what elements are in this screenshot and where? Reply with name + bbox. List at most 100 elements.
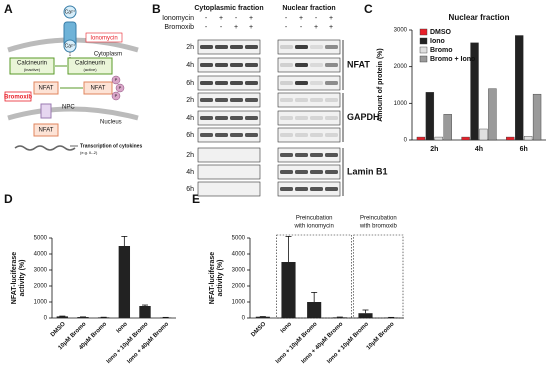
blot-band [280,45,293,49]
panel-label: C [364,2,373,16]
blot-band [215,81,228,85]
time-label: 6h [186,132,194,139]
x-tick-label: 2h [430,146,438,153]
x-tick-label: DMSO [250,321,267,338]
panel-label: A [4,2,13,16]
x-tick-label: Iono [280,321,293,334]
time-label: 2h [186,97,194,104]
blot-band [295,153,308,157]
blot-band [280,187,293,191]
blot-band [245,81,258,85]
blot-band [325,81,338,85]
enzyme-label: Calcineurin [17,61,47,67]
x-tick-label: 10μM Bromo [366,321,396,351]
bar [515,35,524,141]
blot-frame [277,39,341,55]
legend-swatch [419,28,428,36]
panel-label: E [192,192,200,206]
y-tick-label: 5000 [34,236,48,242]
blot-frame [197,110,261,126]
blot-band [295,81,308,85]
drug-label: Bromoxib [4,95,32,101]
blot-band [310,45,323,49]
bar [97,317,110,318]
nuclear-membrane [7,106,139,121]
blot-band [200,116,213,120]
blot-band [295,98,308,102]
protein-label: GAPDH [347,112,380,122]
blot-band [325,45,338,49]
ion-circle [63,5,77,19]
enzyme-state: (inactive) [24,67,41,72]
blot-band [310,63,323,67]
blot-band [295,133,308,137]
nfat-label: NFAT [39,128,54,134]
enzyme-box [9,57,55,75]
blot-band [200,63,213,67]
time-label: 2h [186,44,194,51]
bar [434,136,443,141]
blot-band [310,81,323,85]
bar [358,313,373,318]
treatment-sign: - [285,15,288,22]
treatment-sign: - [285,24,288,31]
annotation: with bromoxib [359,224,398,230]
blot-band [245,45,258,49]
annotation: Preincubation [296,216,333,222]
y-tick-label: 0 [44,316,48,322]
blot-band [310,133,323,137]
y-tick-label: 1000 [232,300,246,306]
blot-band [325,153,338,157]
y-axis-label: NFAT-luciferase [209,252,216,304]
blot-frame [197,39,261,55]
blot-band [215,116,228,120]
treatment-sign: - [205,24,208,31]
bar [532,93,542,141]
panel-label: D [4,192,13,206]
blot-band [230,98,243,102]
phospho-label: P [115,77,118,82]
phospho-circle [111,75,121,85]
nfat-label: NFAT [91,86,106,92]
blot-band [325,170,338,174]
panel-label: B [152,2,161,16]
bar [416,136,426,141]
blot-band [325,133,338,137]
time-label: 4h [186,169,194,176]
blot-frame [277,92,341,108]
phospho-label: P [119,85,122,90]
treatment-sign: + [249,24,253,31]
bar [118,246,131,318]
blot-band [325,116,338,120]
y-axis-label: activity (%) [19,260,26,297]
legend-label: DMSO [430,29,452,36]
treatment-sign: - [315,15,318,22]
blot-band [215,45,228,49]
blot-frame [197,181,261,197]
blot-frame [197,75,261,91]
bar [255,316,270,318]
blot-band [295,63,308,67]
blot-band [310,153,323,157]
bar [461,136,470,141]
protein-label: NFAT [347,59,370,69]
blot-band [280,170,293,174]
blot-band [200,45,213,49]
blot-band [230,81,243,85]
y-tick-label: 3000 [34,268,48,274]
y-axis-label: NFAT-luciferase [11,252,18,304]
x-tick-label: Iono [116,321,129,334]
legend-swatch [419,46,428,54]
y-tick-label: 1000 [34,300,48,306]
blot-band [245,63,258,67]
blot-band [245,133,258,137]
bar [332,317,347,318]
treatment-sign: + [314,24,318,31]
outcome-label: Transcription of cytokines [80,143,142,149]
x-tick-label: 6h [520,146,528,153]
treatment-sign: + [329,15,333,22]
blot-band [325,63,338,67]
drug-box [85,32,123,43]
pore [40,103,52,119]
blot-band [280,133,293,137]
